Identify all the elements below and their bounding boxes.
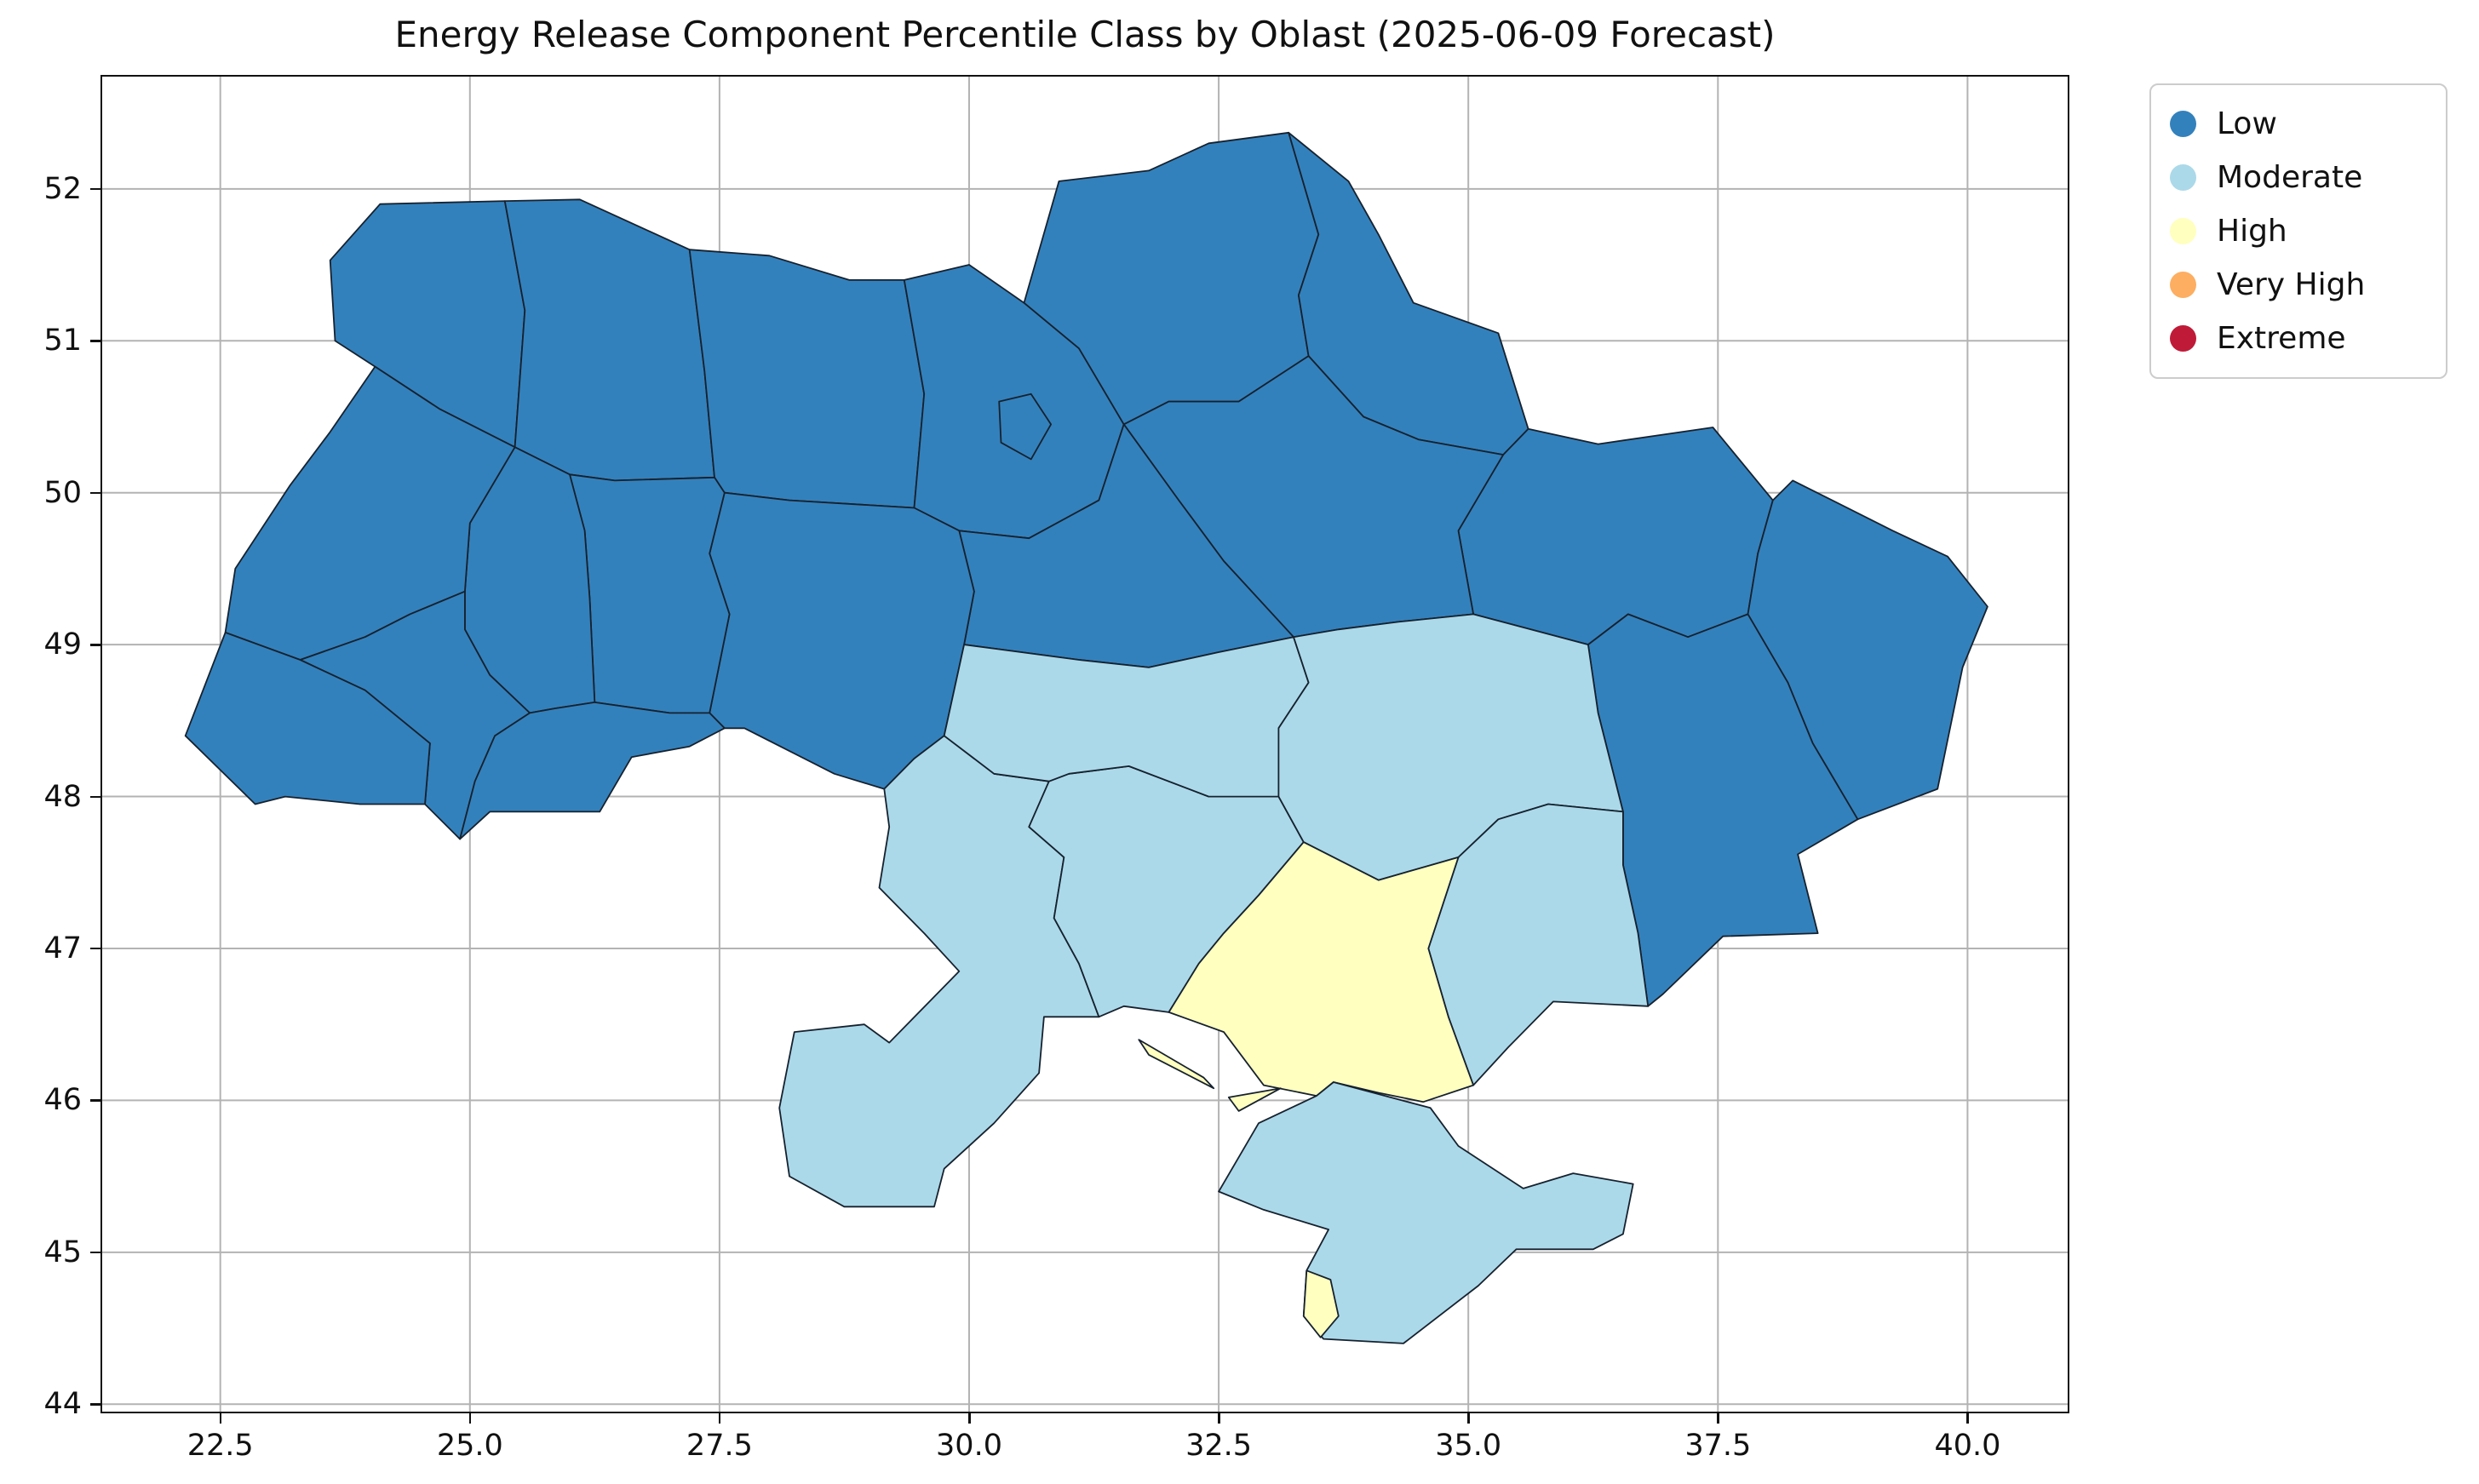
x-tick-label: 25.0 [436, 1429, 503, 1463]
x-tick [1966, 1413, 1969, 1424]
x-tick [468, 1413, 472, 1424]
x-tick-label: 37.5 [1684, 1429, 1752, 1463]
legend-label: Extreme [2217, 321, 2346, 356]
x-tick [718, 1413, 721, 1424]
legend-item: Very High [2170, 258, 2417, 312]
y-tick-label: 49 [43, 627, 82, 662]
region-sevastopol [1302, 1269, 1340, 1338]
region-tendrivska-spit [1138, 1039, 1215, 1090]
legend-item: High [2170, 204, 2417, 258]
y-tick [90, 1099, 100, 1102]
y-tick-label: 44 [43, 1387, 82, 1422]
x-tick-label: 40.0 [1934, 1429, 2001, 1463]
region-zhytomyr [688, 249, 926, 509]
legend-marker [2170, 164, 2196, 191]
x-tick [1717, 1413, 1719, 1424]
region-chernivtsi [459, 702, 726, 840]
y-tick-label: 48 [43, 779, 82, 814]
x-tick-label: 32.5 [1185, 1429, 1253, 1463]
y-tick [90, 187, 100, 191]
y-tick [90, 644, 100, 646]
y-tick [90, 947, 100, 950]
y-tick-label: 45 [43, 1235, 82, 1269]
y-tick-label: 47 [43, 931, 82, 965]
legend-label: Low [2217, 106, 2277, 141]
region-kharkiv [1457, 427, 1774, 645]
legend-marker [2170, 272, 2196, 298]
y-tick-label: 52 [43, 171, 82, 206]
legend-item: Extreme [2170, 312, 2417, 365]
legend: Low Moderate High Very High Extreme [2149, 83, 2447, 379]
region-zakarpattia [184, 632, 431, 805]
legend-item: Moderate [2170, 151, 2417, 204]
y-tick [90, 795, 100, 799]
x-tick [968, 1413, 971, 1424]
region-crimea [1218, 1081, 1634, 1344]
x-tick [1467, 1413, 1470, 1424]
x-tick-label: 35.0 [1435, 1429, 1502, 1463]
y-tick [90, 1251, 100, 1254]
map-svg [100, 75, 2069, 1413]
y-tick-label: 51 [43, 324, 82, 358]
region-dzharylhach-island [1227, 1087, 1282, 1112]
region-rivne [503, 198, 715, 482]
x-tick-label: 22.5 [186, 1429, 254, 1463]
y-tick [90, 491, 100, 495]
chart-title: Energy Release Component Percentile Clas… [394, 14, 1776, 55]
region-ivano-frankivsk [299, 590, 531, 840]
region-kyiv-city [998, 392, 1052, 461]
legend-marker [2170, 218, 2196, 244]
legend-marker [2170, 325, 2196, 352]
legend-marker [2170, 111, 2196, 137]
x-tick-label: 30.0 [936, 1429, 1002, 1463]
legend-label: High [2217, 214, 2287, 249]
x-tick [219, 1413, 222, 1424]
region-kirovohrad [943, 636, 1310, 798]
y-tick [90, 1403, 100, 1406]
x-tick-label: 27.5 [686, 1429, 753, 1463]
legend-label: Moderate [2217, 160, 2363, 195]
y-tick-label: 46 [43, 1083, 82, 1118]
legend-item: Low [2170, 97, 2417, 151]
y-tick-label: 50 [43, 475, 82, 510]
legend-label: Very High [2217, 267, 2366, 302]
y-tick [90, 340, 100, 342]
x-tick [1218, 1413, 1220, 1424]
plot-area [100, 75, 2069, 1413]
